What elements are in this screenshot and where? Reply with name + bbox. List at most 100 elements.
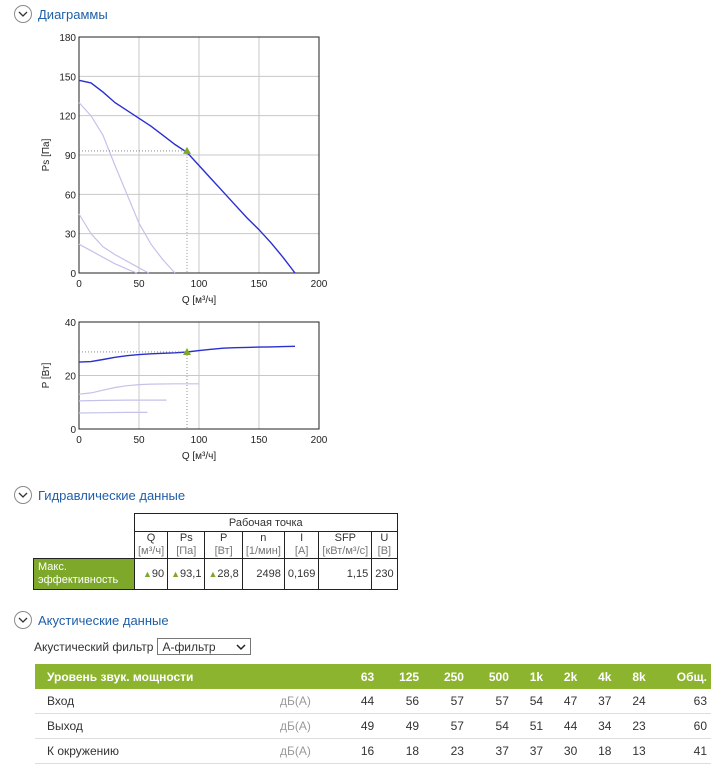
acoustic-filter-select[interactable]: A-фильтр (157, 638, 252, 655)
y-tick-label: 20 (65, 372, 77, 383)
pressure-chart: 0 50 100 150 200 0 30 60 90 120 150 180 Q [м³/ч] Ps [… (41, 33, 328, 306)
diagrams-section-title: Диаграммы (38, 6, 108, 22)
column-unit: [A] (294, 545, 309, 557)
column-value: ▲90 (133, 558, 169, 590)
band-value: 63 (649, 689, 711, 714)
power-chart: 0 50 100 150 200 0 20 40 Q [м³/ч] P [Вт] (41, 318, 328, 462)
diagrams-section-toggle[interactable]: Диаграммы (14, 5, 108, 23)
operating-point-header: Рабочая точка (134, 513, 398, 532)
band-value: 23 (615, 713, 650, 739)
y-tick-label: 90 (65, 151, 77, 162)
value-text: 2498 (256, 568, 281, 580)
column-unit: [Вт] (214, 545, 233, 557)
chevron-down-icon (14, 486, 32, 504)
band-value: 18 (581, 738, 616, 764)
column-value: 0,169 (283, 558, 320, 590)
column-name: U (380, 532, 389, 544)
band-value: 37 (467, 738, 513, 764)
empty-corner (34, 514, 135, 532)
chevron-down-icon (14, 611, 32, 629)
column-name: P (219, 532, 228, 544)
band-header: 500 (467, 664, 513, 689)
band-value: 30 (547, 738, 582, 764)
column-header: Ps [Па] (167, 531, 206, 559)
plot-frame (78, 321, 320, 430)
operating-point-marker (183, 146, 191, 154)
y-tick-label: 0 (70, 269, 76, 280)
column-name: SFP (334, 532, 357, 544)
column-name: Ps (179, 532, 193, 544)
plot-frame (78, 36, 320, 274)
acoustic-filter-label: Акустический фильтр (34, 639, 154, 654)
x-tick-label: 150 (251, 435, 268, 446)
operating-point-icon: ▲ (142, 569, 152, 579)
value-text: 1,15 (346, 568, 369, 580)
y-axis-label: Ps [Па] (41, 138, 52, 171)
x-tick-label: 100 (191, 435, 208, 446)
operating-point-icon: ▲ (208, 569, 218, 579)
row-label: К окружению (35, 738, 276, 764)
secondary-curve (78, 399, 167, 402)
band-header: 1k (512, 664, 548, 689)
y-tick-label: 120 (59, 112, 76, 123)
acoustic-table: Уровень звук. мощности 63 125 250 500 1k 2k 4k… (35, 664, 711, 764)
y-tick-label: 40 (65, 318, 77, 329)
row-label-text: Макс. эффективность (38, 561, 119, 586)
x-axis-label: Q [м³/ч] (182, 295, 217, 306)
column-value: 1,15 (318, 558, 373, 590)
operating-point-table: Рабочая точка Q [м³/ч] Ps [Па] P [Вт] n [1/мин]… (33, 513, 398, 590)
filter-selected-value: A-фильтр (162, 639, 216, 654)
table-row: К окружению дБ(A) 16 18 23 37 37 30 18 13 41 (35, 738, 711, 764)
column-unit: [1/мин] (245, 545, 281, 557)
hydraulic-section-title: Гидравлические данные (38, 487, 186, 503)
column-name: Q (146, 532, 156, 544)
band-header: Общ. (649, 664, 711, 689)
column-unit: [кВт/м³/с] (322, 545, 369, 557)
y-tick-label: 60 (65, 190, 77, 201)
column-value: ▲93,1 (167, 558, 206, 590)
x-tick-label: 100 (191, 279, 208, 290)
acoustic-section-title: Акустические данные (38, 612, 169, 628)
acoustic-section-toggle[interactable]: Акустические данные (14, 611, 169, 629)
x-tick-label: 200 (311, 279, 328, 290)
y-tick-label: 30 (65, 230, 77, 241)
row-label: Вход (35, 689, 276, 714)
column-header: P [Вт] (204, 531, 243, 559)
column-header: I [A] (283, 531, 320, 559)
column-value: ▲28,8 (204, 558, 243, 590)
x-tick-label: 0 (76, 435, 82, 446)
band-value: 34 (581, 713, 616, 739)
y-tick-label: 150 (59, 72, 76, 83)
secondary-curve (78, 213, 149, 274)
y-tick-label: 180 (59, 33, 76, 44)
column-header: U [В] (371, 531, 398, 559)
band-value: 49 (378, 713, 424, 739)
band-value: 16 (344, 738, 379, 764)
value-text: 230 (375, 568, 394, 580)
max-efficiency-label: Макс. эффективность (33, 558, 135, 590)
band-value: 60 (649, 713, 711, 739)
operating-point-icon: ▲ (171, 569, 181, 579)
x-tick-label: 150 (251, 279, 268, 290)
operating-point-marker (183, 347, 191, 355)
band-value: 57 (423, 689, 468, 714)
band-value: 54 (512, 689, 548, 714)
hydraulic-section-toggle[interactable]: Гидравлические данные (14, 486, 185, 504)
value-text: 28,8 (217, 568, 239, 580)
x-tick-label: 50 (133, 435, 145, 446)
band-value: 13 (615, 738, 650, 764)
dropdown-arrow-icon (236, 640, 246, 654)
band-value: 57 (423, 713, 468, 739)
band-value: 49 (344, 713, 379, 739)
column-header: Q [м³/ч] (133, 531, 169, 559)
band-value: 18 (378, 738, 424, 764)
empty-corner (34, 532, 135, 559)
y-tick-label: 0 (70, 425, 76, 436)
x-tick-label: 200 (311, 435, 328, 446)
column-name: n (260, 532, 267, 544)
band-header: 250 (423, 664, 468, 689)
band-value: 41 (649, 738, 711, 764)
column-header: SFP [кВт/м³/с] (318, 531, 373, 559)
x-axis-label: Q [м³/ч] (182, 451, 217, 462)
secondary-curve (78, 243, 137, 274)
